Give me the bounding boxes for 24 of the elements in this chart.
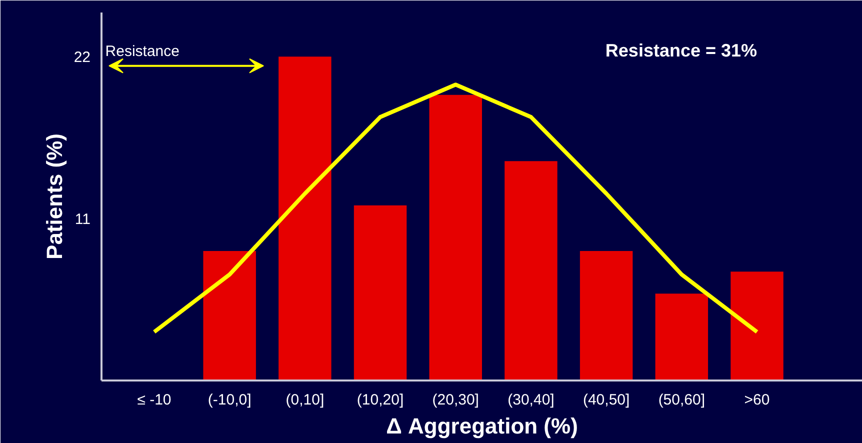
y-axis-title: Patients (%) bbox=[42, 134, 67, 260]
x-tick-label: (20,30] bbox=[432, 392, 479, 408]
bar bbox=[354, 205, 407, 380]
line-series bbox=[152, 82, 760, 334]
annotation: Resistance = 31% bbox=[605, 40, 758, 60]
bar bbox=[278, 56, 332, 380]
x-tick-label: ≤ -10 bbox=[137, 392, 172, 408]
x-tick-label: (10,20] bbox=[356, 392, 404, 408]
x-tick-label: (50,60] bbox=[658, 392, 706, 408]
bar bbox=[580, 250, 633, 380]
x-tick-label: (-10,0] bbox=[208, 392, 252, 408]
x-tick-label: (30,40] bbox=[508, 392, 554, 408]
bar bbox=[429, 94, 482, 380]
bar bbox=[504, 161, 558, 380]
y-tick-label: 11 bbox=[74, 211, 91, 228]
bar bbox=[655, 294, 708, 380]
x-axis-title: Δ Aggregation (%) bbox=[386, 414, 578, 438]
y-tick-label: 22 bbox=[74, 49, 91, 66]
x-tick-label: >60 bbox=[744, 392, 770, 408]
annotation: Resistance bbox=[105, 42, 180, 60]
bar bbox=[203, 250, 256, 380]
x-tick-label: (0,10] bbox=[286, 392, 324, 408]
bar bbox=[730, 272, 784, 380]
x-tick-label: (40,50] bbox=[582, 392, 630, 408]
